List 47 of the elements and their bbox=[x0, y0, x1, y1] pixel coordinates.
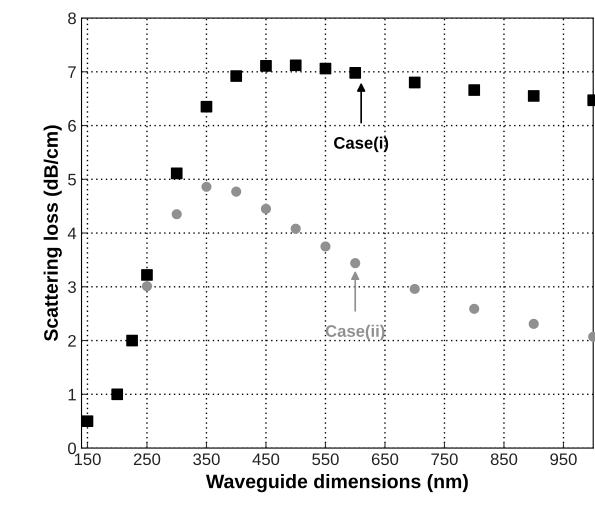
x-tick-label: 350 bbox=[193, 453, 220, 466]
point bbox=[170, 168, 183, 180]
point bbox=[469, 304, 480, 314]
x-tick-label: 850 bbox=[490, 453, 518, 466]
point bbox=[528, 318, 539, 329]
point bbox=[142, 281, 152, 292]
point bbox=[528, 90, 540, 102]
point bbox=[408, 76, 421, 88]
point bbox=[82, 415, 94, 428]
y-tick-label: 6 bbox=[68, 120, 76, 132]
point bbox=[350, 258, 360, 268]
point bbox=[410, 284, 420, 294]
point bbox=[172, 209, 182, 220]
x-tick-label: 150 bbox=[74, 453, 101, 466]
y-tick-label: 7 bbox=[68, 66, 76, 78]
y-axis-title: Scattering loss (dB/cm) bbox=[44, 125, 62, 342]
point bbox=[141, 269, 153, 281]
point bbox=[320, 241, 331, 252]
y-tick-label: 5 bbox=[68, 174, 76, 186]
x-axis-title: Waveguide dimensions (nm) bbox=[206, 474, 468, 492]
point bbox=[260, 60, 272, 72]
point bbox=[111, 388, 124, 400]
point bbox=[231, 186, 242, 197]
y-tick-label: 4 bbox=[68, 228, 76, 240]
point bbox=[126, 334, 138, 346]
point bbox=[200, 100, 212, 113]
annotation: Case(i) bbox=[334, 136, 388, 152]
annotation: Case(ii) bbox=[326, 324, 384, 340]
y-tick-label: 1 bbox=[68, 388, 76, 400]
y-tick-label: 8 bbox=[68, 12, 76, 24]
point bbox=[290, 59, 302, 72]
y-tick-label: 3 bbox=[68, 281, 76, 293]
y-tick-label: 2 bbox=[68, 334, 76, 347]
x-tick-label: 250 bbox=[134, 453, 160, 466]
point bbox=[230, 70, 242, 82]
point bbox=[349, 67, 362, 79]
x-tick-label: 450 bbox=[252, 453, 280, 466]
point bbox=[201, 182, 212, 192]
x-tick-label: 650 bbox=[372, 453, 398, 466]
x-tick-label: 550 bbox=[312, 453, 339, 466]
point bbox=[290, 224, 301, 234]
y-tick-label: 0 bbox=[68, 442, 76, 454]
point bbox=[320, 62, 332, 74]
point bbox=[260, 204, 272, 214]
x-tick-label: 950 bbox=[550, 453, 577, 466]
x-tick-label: 750 bbox=[431, 453, 458, 466]
point bbox=[468, 84, 480, 96]
